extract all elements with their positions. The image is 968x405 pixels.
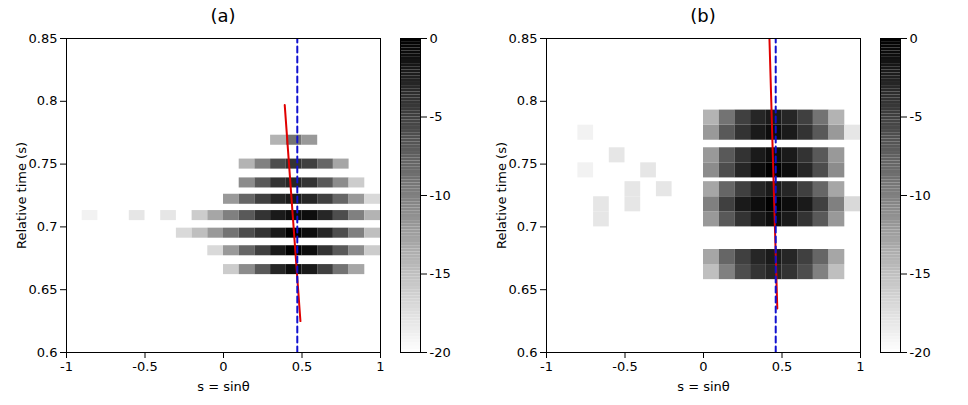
svg-text:0.6: 0.6: [517, 345, 538, 360]
svg-text:0.5: 0.5: [772, 359, 793, 374]
svg-text:-15: -15: [430, 266, 451, 281]
html-text:(b): (b): [690, 5, 716, 26]
svg-text:0.8: 0.8: [517, 93, 538, 108]
svg-text:0: 0: [430, 31, 438, 46]
svg-text:0.65: 0.65: [509, 282, 538, 297]
svg-text:-20: -20: [430, 345, 451, 360]
svg-text:0.8: 0.8: [37, 93, 58, 108]
html-text:(a): (a): [210, 5, 236, 26]
svg-text:0: 0: [219, 359, 227, 374]
svg-text:1: 1: [856, 359, 864, 374]
svg-text:-1: -1: [60, 359, 73, 374]
svg-text:-1: -1: [540, 359, 553, 374]
svg-text:0.6: 0.6: [37, 345, 58, 360]
svg-text:0: 0: [699, 359, 707, 374]
svg-text:0.65: 0.65: [29, 282, 58, 297]
svg-text:0.5: 0.5: [292, 359, 313, 374]
svg-text:0.85: 0.85: [29, 31, 58, 46]
svg-text:-0.5: -0.5: [132, 359, 157, 374]
svg-text:Relative time (s): Relative time (s): [14, 142, 29, 249]
svg-text:Relative time (s): Relative time (s): [494, 142, 509, 249]
svg-text:s = sinθ: s = sinθ: [197, 379, 250, 394]
svg-text:-10: -10: [430, 188, 451, 203]
svg-text:0.85: 0.85: [509, 31, 538, 46]
svg-text:-5: -5: [910, 109, 923, 124]
svg-text:-15: -15: [910, 266, 931, 281]
svg-text:0.7: 0.7: [517, 219, 538, 234]
svg-text:s = sinθ: s = sinθ: [677, 379, 730, 394]
svg-text:0.75: 0.75: [29, 156, 58, 171]
svg-text:-5: -5: [430, 109, 443, 124]
svg-text:0: 0: [910, 31, 918, 46]
svg-text:-10: -10: [910, 188, 931, 203]
svg-text:0.7: 0.7: [37, 219, 58, 234]
svg-text:-20: -20: [910, 345, 931, 360]
svg-text:1: 1: [376, 359, 384, 374]
svg-text:-0.5: -0.5: [612, 359, 637, 374]
svg-text:0.75: 0.75: [509, 156, 538, 171]
